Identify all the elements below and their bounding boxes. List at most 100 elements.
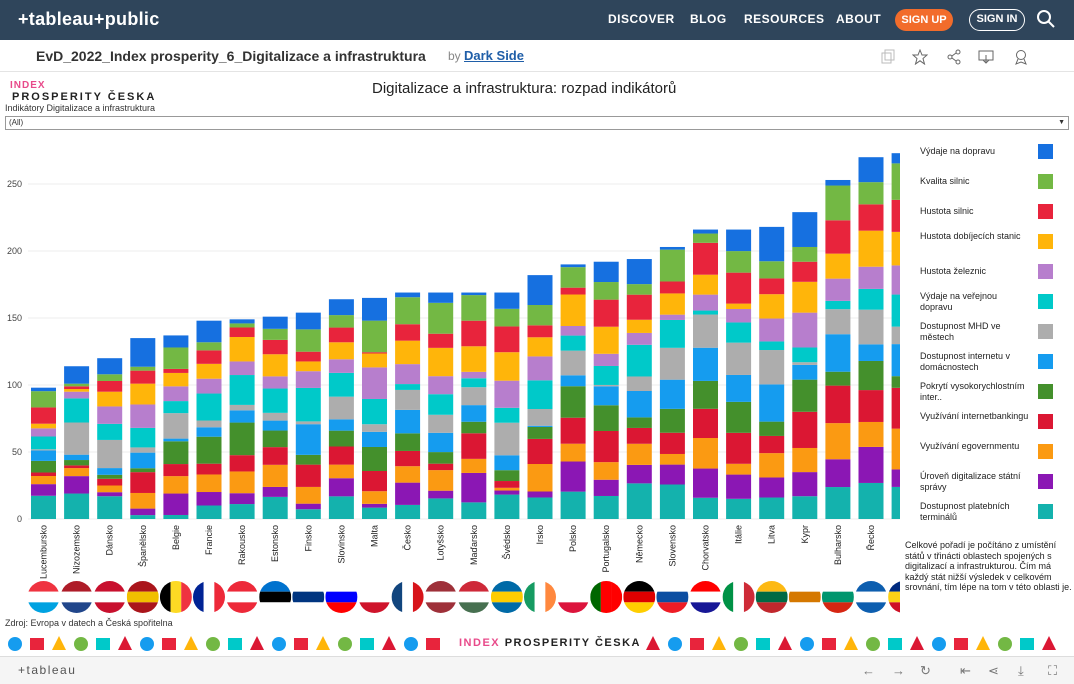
- bar-segment[interactable]: [693, 310, 718, 315]
- bar-segment[interactable]: [527, 305, 553, 326]
- bar-segment[interactable]: [31, 460, 56, 473]
- bar-segment[interactable]: [461, 387, 487, 406]
- bar-segment[interactable]: [759, 226, 785, 262]
- bar-segment[interactable]: [262, 486, 288, 497]
- bar-segment[interactable]: [229, 375, 255, 405]
- undo-icon[interactable]: ←: [862, 663, 875, 678]
- bar-segment[interactable]: [196, 505, 222, 519]
- bar-segment[interactable]: [792, 281, 818, 313]
- bar-segment[interactable]: [726, 474, 752, 499]
- legend-swatch[interactable]: [1038, 324, 1053, 339]
- bar-segment[interactable]: [196, 427, 222, 437]
- bar-segment[interactable]: [428, 394, 454, 415]
- bar-segment[interactable]: [130, 404, 156, 428]
- bar-segment[interactable]: [130, 383, 156, 405]
- bar-segment[interactable]: [163, 372, 189, 387]
- badge-icon[interactable]: [1013, 49, 1029, 65]
- bar-segment[interactable]: [858, 266, 884, 289]
- bar-segment[interactable]: [626, 376, 652, 391]
- bar-segment[interactable]: [196, 342, 222, 351]
- bar-segment[interactable]: [163, 413, 189, 439]
- bar-segment[interactable]: [395, 389, 421, 410]
- bar-segment[interactable]: [262, 420, 288, 431]
- bar-segment[interactable]: [428, 302, 454, 334]
- fullscreen-icon[interactable]: ⛶: [1048, 663, 1058, 678]
- bar-segment[interactable]: [792, 246, 818, 262]
- bar-segment[interactable]: [726, 498, 752, 519]
- bar-segment[interactable]: [626, 443, 652, 465]
- bar-segment[interactable]: [97, 439, 123, 469]
- bar-segment[interactable]: [659, 432, 685, 454]
- bar-segment[interactable]: [362, 431, 387, 447]
- bar-segment[interactable]: [362, 353, 387, 368]
- bar-segment[interactable]: [31, 387, 56, 392]
- bar-segment[interactable]: [626, 259, 652, 285]
- bar-segment[interactable]: [262, 388, 288, 413]
- bar-segment[interactable]: [527, 426, 553, 439]
- bar-segment[interactable]: [428, 347, 454, 377]
- bar-segment[interactable]: [825, 334, 851, 372]
- bar-segment[interactable]: [560, 287, 586, 295]
- bar-segment[interactable]: [163, 347, 189, 369]
- bar-segment[interactable]: [31, 428, 56, 437]
- bar-segment[interactable]: [163, 368, 189, 373]
- bar-segment[interactable]: [395, 324, 421, 341]
- bar-segment[interactable]: [130, 468, 156, 473]
- bar-segment[interactable]: [593, 430, 619, 463]
- bar-segment[interactable]: [362, 446, 387, 471]
- revert-icon[interactable]: ↻: [920, 663, 931, 678]
- bar-segment[interactable]: [527, 356, 553, 381]
- bar-segment[interactable]: [494, 490, 520, 495]
- bar-segment[interactable]: [593, 326, 619, 354]
- bar-segment[interactable]: [362, 367, 387, 399]
- bar-segment[interactable]: [229, 361, 255, 376]
- bar-segment[interactable]: [295, 486, 321, 504]
- bar-segment[interactable]: [693, 294, 718, 311]
- bar-segment[interactable]: [825, 423, 851, 460]
- bar-segment[interactable]: [328, 496, 354, 519]
- bar-segment[interactable]: [726, 272, 752, 304]
- bar-segment[interactable]: [527, 438, 553, 465]
- bar-segment[interactable]: [428, 414, 454, 433]
- bar-segment[interactable]: [328, 446, 354, 465]
- bar-segment[interactable]: [97, 474, 123, 479]
- bar-segment[interactable]: [295, 503, 321, 510]
- bar-segment[interactable]: [560, 443, 586, 462]
- bar-segment[interactable]: [891, 486, 900, 519]
- nav-blog[interactable]: BLOG: [690, 12, 727, 26]
- bar-segment[interactable]: [726, 374, 752, 402]
- bar-segment[interactable]: [163, 441, 189, 465]
- bar-segment[interactable]: [64, 422, 90, 455]
- legend-item-label[interactable]: Využívání internetbankingu: [920, 411, 1029, 421]
- bar-segment[interactable]: [229, 336, 255, 362]
- bar-segment[interactable]: [295, 421, 321, 425]
- bar-segment[interactable]: [560, 386, 586, 418]
- bar-segment[interactable]: [130, 370, 156, 384]
- bar-segment[interactable]: [295, 424, 321, 455]
- bar-segment[interactable]: [726, 303, 752, 309]
- bar-segment[interactable]: [494, 292, 520, 309]
- bar-segment[interactable]: [792, 379, 818, 412]
- bar-segment[interactable]: [395, 364, 421, 385]
- bar-segment[interactable]: [461, 378, 487, 388]
- bar-segment[interactable]: [461, 502, 487, 519]
- bar-segment[interactable]: [891, 469, 900, 487]
- bar-segment[interactable]: [229, 422, 255, 456]
- bar-segment[interactable]: [792, 362, 818, 365]
- bar-segment[interactable]: [64, 465, 90, 469]
- bar-segment[interactable]: [395, 297, 421, 325]
- nav-about[interactable]: ABOUT: [836, 12, 882, 26]
- bar-segment[interactable]: [659, 464, 685, 485]
- bar-segment[interactable]: [825, 220, 851, 254]
- bar-segment[interactable]: [494, 407, 520, 423]
- legend-item-label[interactable]: Využívání egovernmentu: [920, 441, 1020, 451]
- bar-segment[interactable]: [792, 312, 818, 348]
- bar-segment[interactable]: [97, 492, 123, 497]
- legend-item-label[interactable]: Kvalita silnic: [920, 176, 970, 186]
- bar-segment[interactable]: [97, 374, 123, 381]
- author-link[interactable]: Dark Side: [464, 48, 524, 63]
- bar-segment[interactable]: [428, 470, 454, 491]
- legend-item-label[interactable]: Výdaje na veřejnou dopravu: [920, 291, 998, 312]
- bar-segment[interactable]: [262, 430, 288, 448]
- search-icon[interactable]: [1036, 9, 1056, 29]
